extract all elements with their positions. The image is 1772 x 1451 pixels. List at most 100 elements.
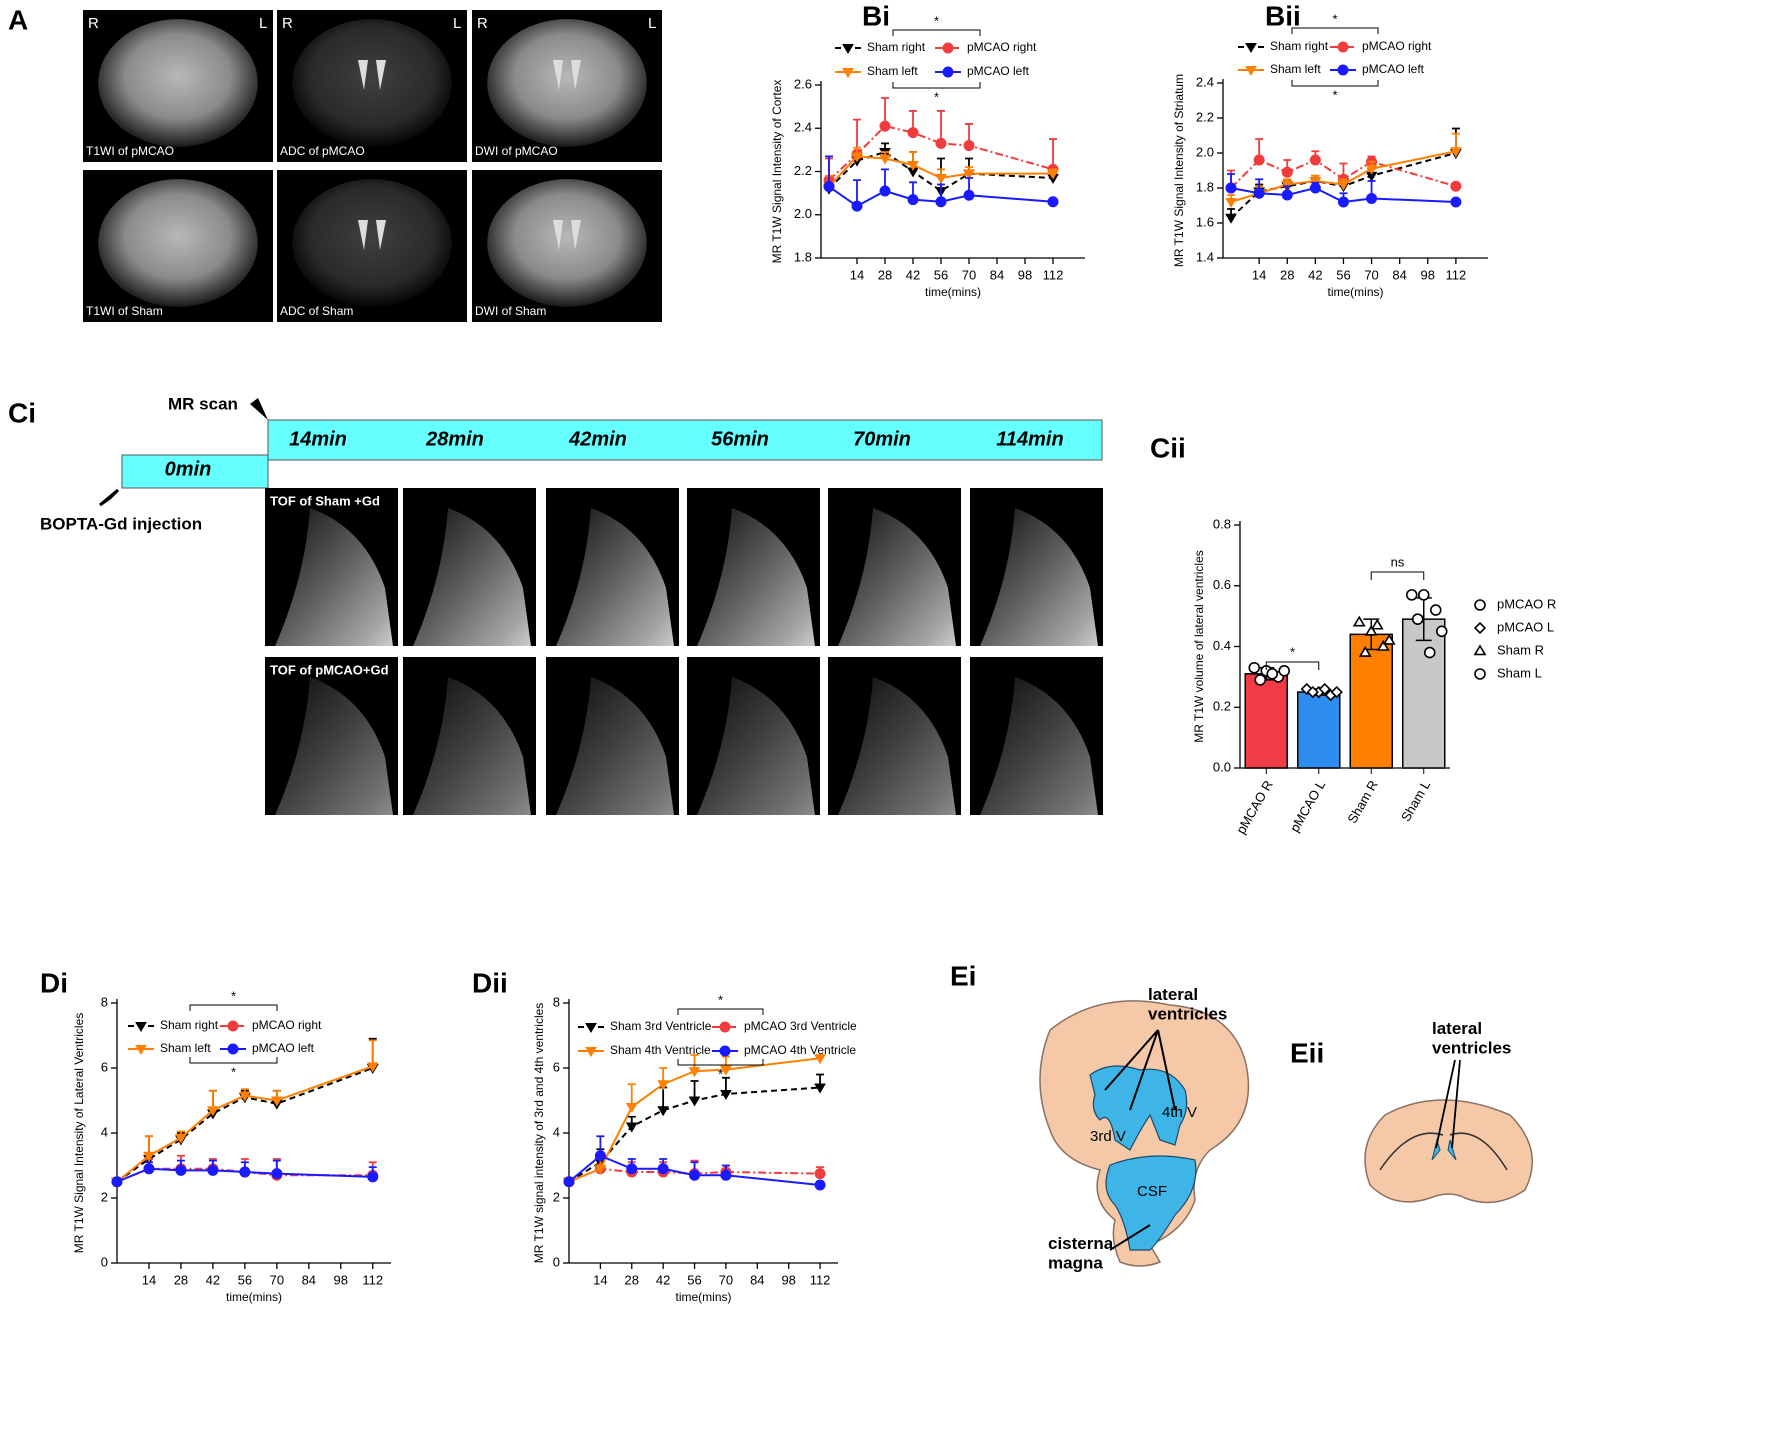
significance-bracket (677, 1008, 764, 1015)
time-label: 114min (996, 428, 1063, 450)
x-tick-label: 112 (810, 1272, 831, 1287)
y-axis-label: MR T1W Signal Intensity of Cortex (770, 80, 784, 264)
significance-bracket (1370, 571, 1425, 580)
x-tick-label: 70 (270, 1272, 284, 1287)
tof-vessels (556, 508, 674, 646)
significance-bracket (1291, 27, 1379, 34)
annotation: * (1332, 87, 1337, 102)
marker (688, 1067, 701, 1078)
x-axis-label: time(mins) (1328, 285, 1384, 299)
tof-vessels (980, 508, 1098, 646)
tof-vessels (980, 677, 1098, 815)
orientation-label: R (282, 15, 293, 32)
legend-label: Sham L (1497, 665, 1542, 680)
x-axis-label: time(mins) (676, 1290, 732, 1304)
marker (1417, 589, 1430, 601)
diagram-label: CSF (1137, 1183, 1167, 1200)
orientation-label: L (259, 15, 267, 32)
tof-vessels (838, 508, 956, 646)
y-tick-label: 0.0 (1213, 759, 1231, 774)
marker (1281, 166, 1293, 178)
scan-label: MR scan (168, 394, 238, 413)
legend-label: Sham right (160, 1018, 219, 1032)
marker (594, 1150, 606, 1162)
marker (1248, 661, 1261, 674)
annotation: * (934, 13, 939, 28)
marker (1253, 187, 1265, 199)
significance-bracket (677, 1059, 764, 1066)
mri-brain (487, 179, 647, 307)
marker (594, 1164, 607, 1175)
marker (1225, 182, 1237, 194)
legend-marker (1474, 668, 1486, 680)
legend-marker (719, 1021, 731, 1033)
legend-label: pMCAO right (967, 40, 1037, 54)
marker (851, 200, 863, 212)
legend-marker (1245, 43, 1257, 53)
x-tick-label: 28 (174, 1272, 188, 1287)
marker (907, 127, 919, 139)
marker (625, 1103, 638, 1113)
marker (1306, 685, 1319, 699)
image-caption: DWI of Sham (475, 304, 546, 318)
marker (851, 152, 863, 163)
legend-label: Sham right (1270, 39, 1329, 53)
x-tick-label: 28 (625, 1272, 639, 1287)
marker (720, 1169, 732, 1181)
y-tick-label: 0 (553, 1254, 560, 1269)
legend-marker (1337, 41, 1349, 53)
x-tick-label: 56 (687, 1272, 701, 1287)
x-tick-label: Sham R (1344, 778, 1380, 826)
legend-label: pMCAO L (1497, 619, 1554, 634)
y-tick-label: 0.4 (1213, 638, 1231, 653)
tof-vessels (413, 677, 531, 815)
x-tick-label: 112 (362, 1272, 383, 1287)
marker (1376, 639, 1390, 651)
diagram-label: lateral ventricles (1432, 1019, 1511, 1058)
time-label: 28min (425, 428, 484, 450)
y-axis-label: MR T1W signal intensity of 3rd and 4th v… (532, 1003, 546, 1264)
y-tick-label: 2 (553, 1189, 560, 1204)
diagram-label: cisterna magna (1048, 1234, 1114, 1273)
y-tick-label: 6 (553, 1059, 560, 1074)
image-caption: T1WI of Sham (86, 304, 163, 318)
ventricle (358, 60, 386, 90)
y-tick-label: 0.8 (1213, 516, 1231, 531)
panel-label: Eii (1290, 1037, 1324, 1068)
panel-label: Cii (1150, 432, 1186, 463)
marker (1337, 196, 1349, 208)
x-tick-label: 84 (990, 267, 1004, 282)
marker (1309, 182, 1321, 194)
y-tick-label: 2.0 (794, 206, 812, 221)
x-tick-label: 98 (334, 1272, 348, 1287)
arrow (250, 398, 268, 420)
x-tick-label: 70 (962, 267, 976, 282)
x-tick-label: 98 (1421, 267, 1435, 282)
marker (1318, 682, 1331, 696)
diagram-label: 3rd V (1090, 1128, 1126, 1145)
x-tick-label: 42 (1308, 267, 1322, 282)
orientation-label: L (648, 15, 656, 32)
marker (143, 1163, 155, 1175)
marker (688, 1096, 701, 1107)
marker (963, 140, 975, 152)
x-tick-label: 56 (934, 267, 948, 282)
marker (1405, 589, 1418, 601)
legend-label: pMCAO left (1362, 62, 1425, 76)
x-tick-label: 42 (906, 267, 920, 282)
marker (1365, 164, 1378, 175)
x-tick-label: pMCAO R (1233, 778, 1276, 837)
x-tick-label: 98 (781, 1272, 795, 1287)
diagram-ei (1039, 1000, 1250, 1267)
y-tick-label: 2.2 (1196, 109, 1214, 124)
legend-marker (842, 44, 854, 54)
annotation: * (934, 89, 939, 104)
marker (1423, 646, 1436, 659)
marker (1225, 213, 1237, 224)
diagram-label: lateral ventricles (1148, 985, 1227, 1024)
marker (175, 1164, 187, 1176)
legend-marker (135, 1045, 147, 1055)
ventricle (553, 220, 581, 250)
marker (1281, 189, 1293, 201)
diagram-label: 4th V (1162, 1104, 1197, 1121)
